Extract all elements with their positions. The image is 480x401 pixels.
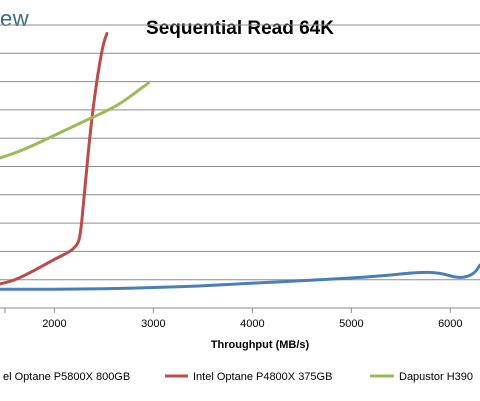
- series-line: [0, 81, 150, 160]
- legend-label: Dapustor H390: [399, 371, 473, 383]
- chart-title: Sequential Read 64K: [146, 18, 334, 39]
- series-line: [0, 32, 109, 286]
- x-tick-labels: 2000 3000 4000 5000 6000: [42, 318, 462, 330]
- gridlines: [0, 24, 480, 281]
- logo-fragment: ew: [0, 6, 30, 31]
- legend: el Optane P5800X 800GB Intel Optane P4800…: [3, 371, 473, 383]
- x-tick-label: 3000: [141, 318, 165, 330]
- x-tick-label: 5000: [339, 318, 363, 330]
- legend-label: Intel Optane P4800X 375GB: [193, 371, 332, 383]
- x-tick-label: 6000: [438, 318, 462, 330]
- series-line: [0, 263, 480, 291]
- x-axis-title: Throughput (MB/s): [211, 339, 310, 351]
- legend-label: el Optane P5800X 800GB: [3, 371, 130, 383]
- axes: [0, 307, 480, 313]
- x-tick-label: 4000: [240, 318, 264, 330]
- series-lines: [0, 32, 480, 291]
- x-tick-label: 2000: [42, 318, 66, 330]
